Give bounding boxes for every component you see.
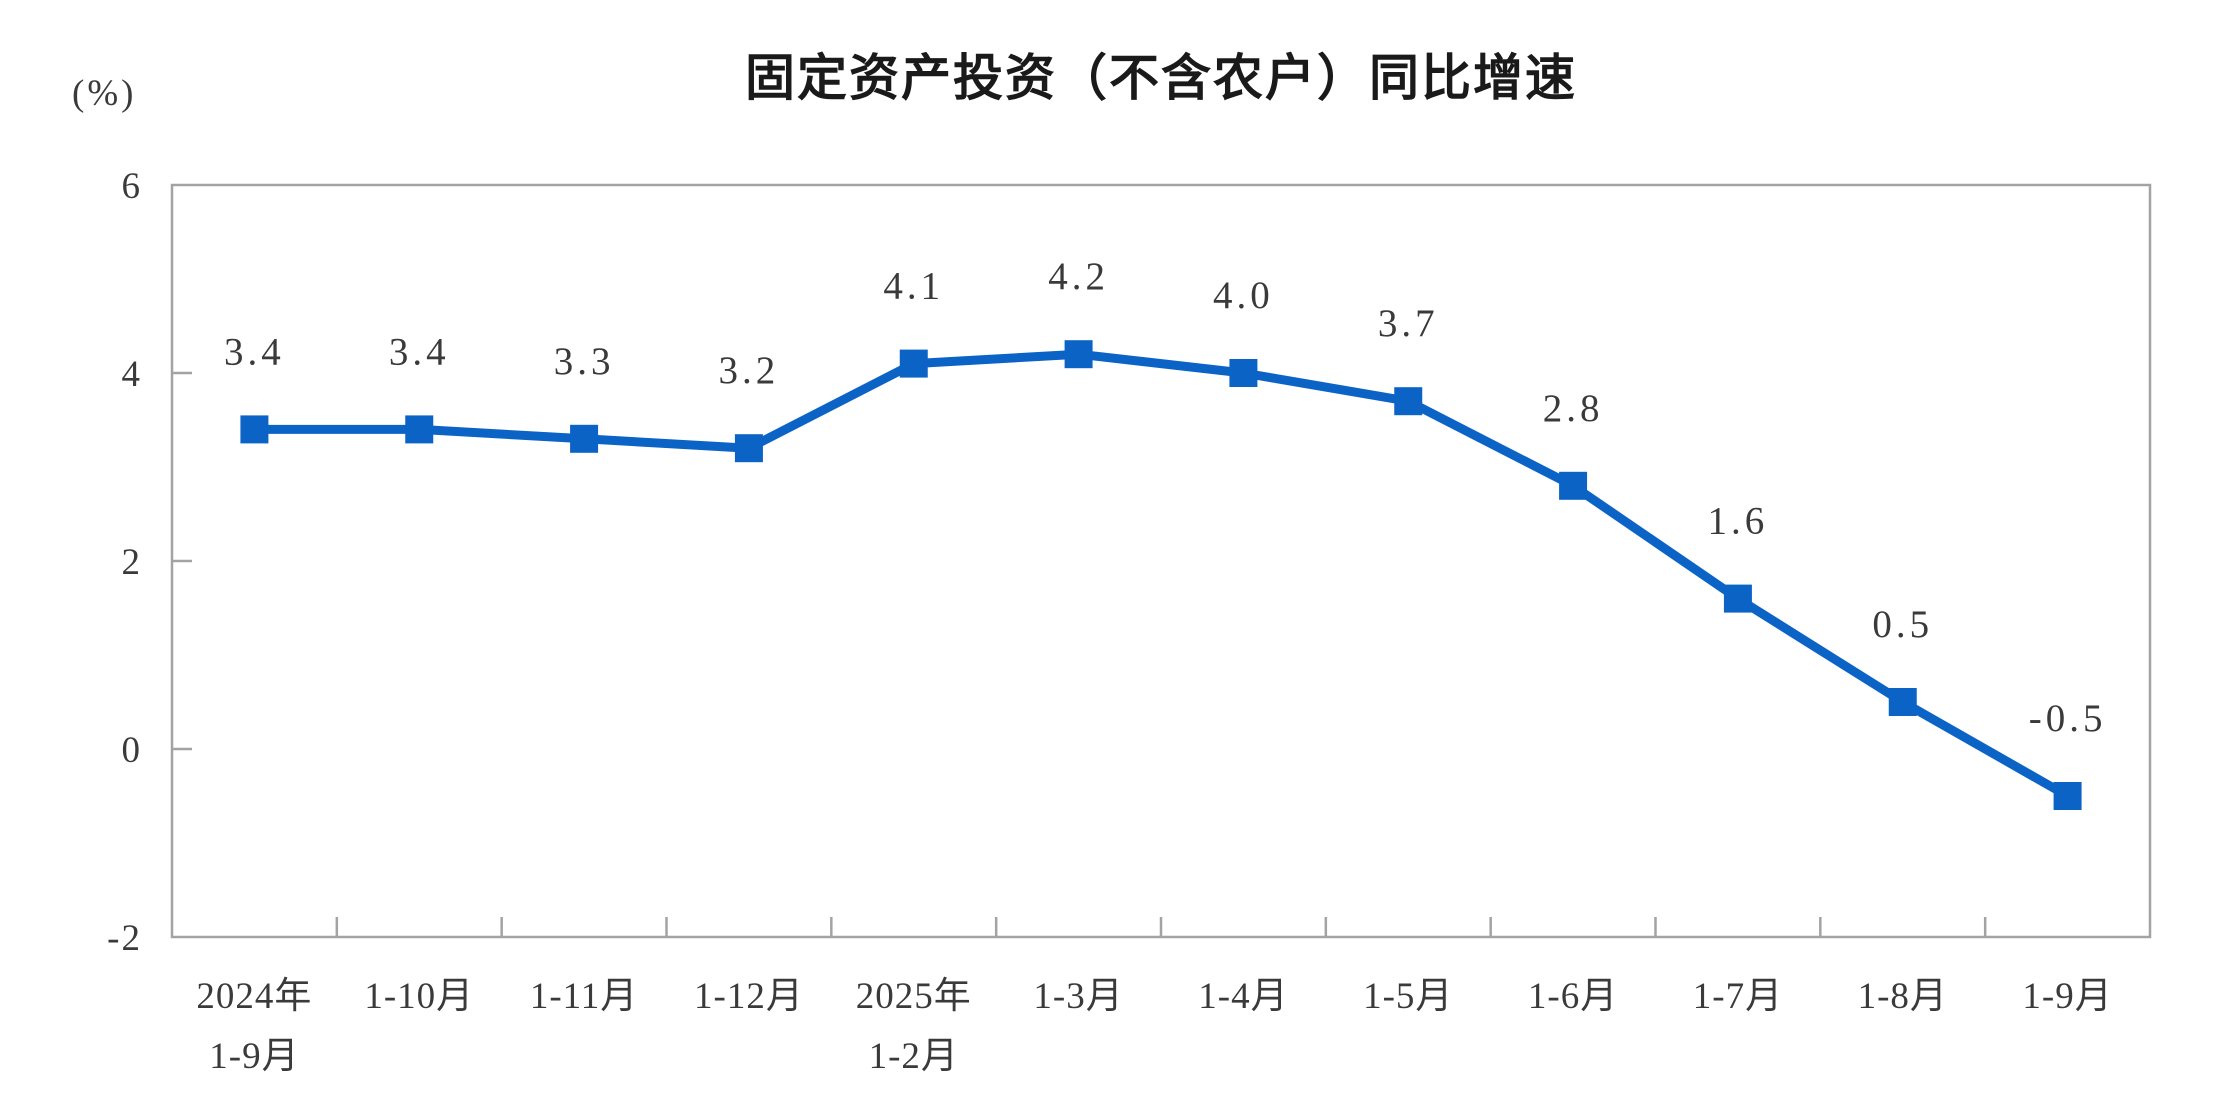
data-point-marker — [2053, 782, 2082, 810]
x-axis-tick-label: 1-4月 — [1198, 976, 1288, 1017]
data-point-marker — [1394, 387, 1423, 416]
y-axis-tick-label: 6 — [122, 166, 143, 207]
data-point-value-label: 3.2 — [719, 349, 780, 392]
chart-title: 固定资产投资（不含农户）同比增速 — [745, 50, 1577, 106]
y-axis-tick-label: -2 — [107, 918, 142, 959]
x-axis-tick-label: 2024年 1-9月 — [196, 975, 312, 1077]
x-axis-tick-label: 1-11月 — [530, 976, 638, 1017]
x-axis-tick-label: 1-6月 — [1528, 976, 1618, 1017]
data-point-value-label: 3.4 — [224, 330, 285, 373]
y-axis-tick-label: 4 — [122, 354, 143, 395]
data-point-marker — [1723, 584, 1752, 613]
data-point-value-label: 4.2 — [1048, 255, 1109, 298]
data-point-marker — [899, 349, 928, 378]
data-point-value-label: 3.4 — [389, 330, 450, 373]
x-axis-tick-label: 1-9月 — [2022, 976, 2112, 1017]
data-point-marker — [1559, 471, 1588, 500]
x-axis-tick-label: 1-10月 — [364, 976, 474, 1017]
y-axis-unit-label: (%) — [72, 73, 137, 114]
data-point-marker — [1229, 359, 1258, 387]
data-point-value-label: 2.8 — [1543, 387, 1604, 430]
x-axis-tick-label: 1-8月 — [1858, 976, 1948, 1017]
data-point-marker — [1888, 688, 1917, 716]
data-point-marker — [1064, 340, 1093, 369]
data-point-value-label: -0.5 — [2029, 697, 2107, 740]
x-axis-tick-label: 1-3月 — [1033, 976, 1123, 1017]
data-point-marker — [240, 415, 269, 444]
plot-frame — [170, 183, 2152, 939]
y-axis-tick-label: 2 — [122, 542, 143, 583]
x-axis-tick-label: 2025年 1-2月 — [856, 975, 972, 1077]
y-axis-tick-label: 0 — [122, 730, 143, 771]
data-point-value-label: 3.3 — [554, 340, 615, 383]
x-axis-tick-label: 1-5月 — [1363, 976, 1453, 1017]
data-point-value-label: 1.6 — [1708, 500, 1769, 543]
data-point-value-label: 0.5 — [1872, 603, 1933, 646]
data-point-value-label: 4.0 — [1213, 274, 1274, 317]
data-point-marker — [405, 415, 434, 444]
series-line — [249, 349, 2073, 801]
data-point-value-label: 3.7 — [1378, 302, 1439, 345]
data-point-marker — [734, 434, 763, 463]
x-axis-tick-label: 1-12月 — [694, 976, 804, 1017]
data-point-marker — [570, 424, 599, 453]
x-axis-tick-label: 1-7月 — [1693, 976, 1783, 1017]
data-point-value-label: 4.1 — [883, 265, 944, 308]
